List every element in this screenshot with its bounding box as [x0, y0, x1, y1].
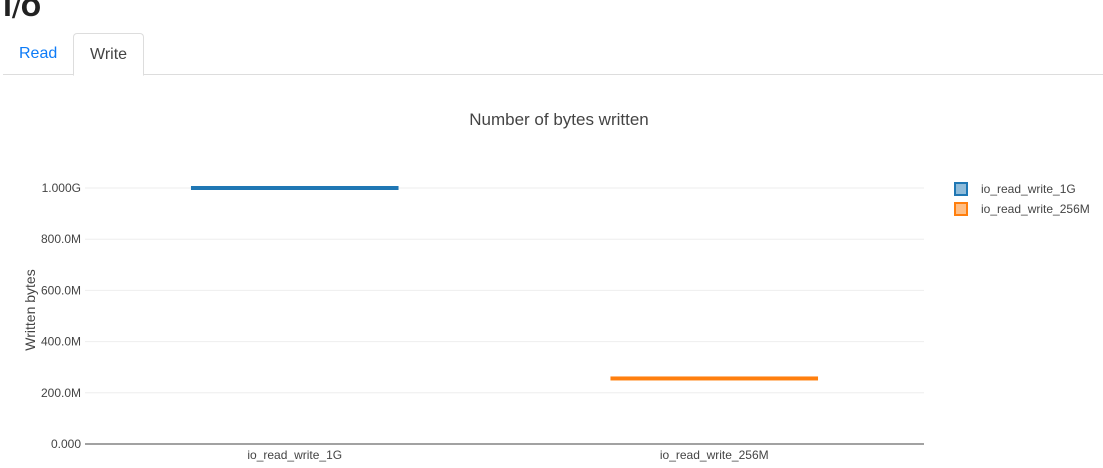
page-title: I/O [3, 0, 42, 22]
y-axis-label: Written bytes [22, 269, 38, 350]
x-tick-label: io_read_write_1G [247, 448, 342, 462]
tab-read[interactable]: Read [19, 45, 58, 62]
y-tick-label: 600.0M [41, 283, 81, 297]
tab-write[interactable]: Write [73, 33, 145, 76]
legend-label: io_read_write_256M [981, 202, 1090, 216]
chart-title: Number of bytes written [469, 110, 649, 129]
tab-bar: Read Write [3, 33, 1103, 76]
x-tick-label: io_read_write_256M [660, 448, 769, 462]
y-tick-label: 400.0M [41, 335, 81, 349]
legend-label: io_read_write_1G [981, 182, 1076, 196]
y-tick-label: 1.000G [42, 181, 81, 195]
y-tick-label: 800.0M [41, 232, 81, 246]
y-tick-label: 0.000 [51, 437, 81, 451]
legend-swatch [954, 202, 968, 216]
legend-swatch [954, 182, 968, 196]
y-tick-label: 200.0M [41, 386, 81, 400]
